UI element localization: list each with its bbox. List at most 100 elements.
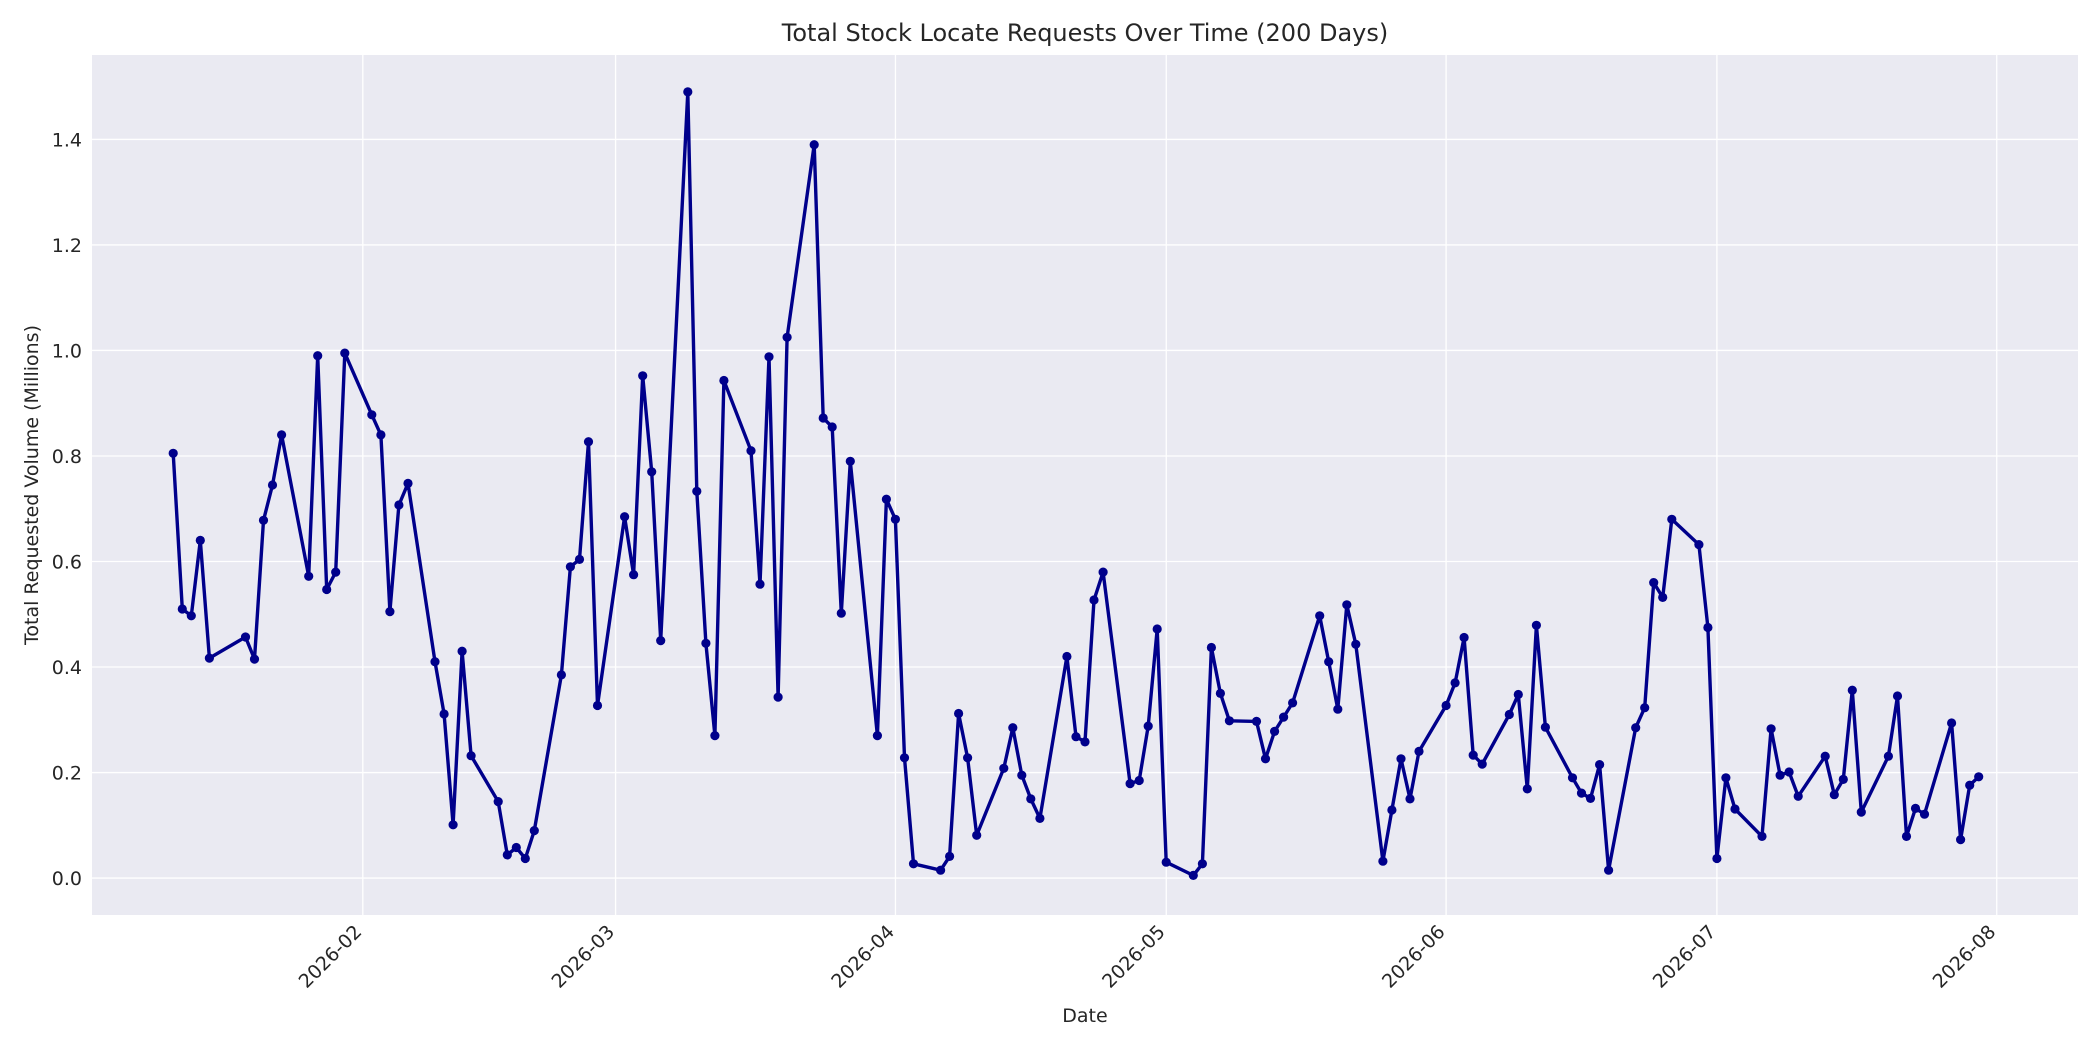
x-tick-label: 2026-08 [1929,921,2001,993]
data-point [1595,760,1605,770]
data-point [1260,754,1271,764]
data-point [1910,803,1921,814]
data-point [1712,853,1722,864]
data-point [899,753,910,763]
data-point [881,494,892,504]
data-point [1324,657,1334,667]
data-point [529,826,539,836]
data-point [1188,870,1198,881]
data-point [1134,775,1144,786]
y-tick-label: 0.4 [52,657,82,679]
data-point [1062,651,1072,662]
data-point [520,853,530,864]
data-point [1974,772,1984,782]
data-point [1459,632,1469,643]
data-point [556,670,567,680]
data-point [1757,831,1767,842]
data-point [1224,716,1234,726]
data-point [845,456,855,466]
data-point [764,352,774,362]
data-point [945,851,955,862]
data-point [1631,723,1641,733]
data-point [1351,639,1361,649]
data-point [376,430,386,440]
y-tick-label: 1.0 [52,340,82,362]
data-point [403,478,413,488]
x-axis-label: Date [1062,1005,1107,1027]
data-point [1288,698,1298,708]
y-tick-label: 1.2 [52,235,82,257]
data-point [1766,724,1776,734]
data-point [367,410,377,420]
data-point [1513,689,1523,700]
data-point [1405,794,1415,804]
data-point [340,348,350,358]
data-point [1956,835,1966,845]
data-point [1396,754,1406,764]
data-point [1197,859,1207,869]
data-point [493,797,503,807]
data-point [1215,688,1225,699]
data-point [1721,773,1731,783]
series-line [171,90,1980,878]
x-tick-label: 2026-03 [547,921,619,993]
data-point [1829,790,1839,800]
data-point [809,140,819,150]
data-point [890,514,901,524]
data-point [782,332,792,342]
data-point [313,351,323,361]
data-point [656,636,666,646]
data-point [1540,722,1550,732]
data-point [1089,595,1099,605]
data-point [908,859,919,869]
data-point [773,692,783,702]
data-point [836,608,846,618]
x-tick-label: 2026-06 [1378,921,1450,993]
data-point [240,632,251,642]
data-point [1883,751,1893,761]
data-point [267,480,278,490]
data-point [1576,788,1587,798]
chart-title: Total Stock Locate Requests Over Time (2… [781,19,1388,47]
data-point [647,467,657,477]
y-tick-label: 1.4 [52,129,82,151]
data-point [1387,805,1397,815]
data-point [249,654,260,664]
data-point [1919,809,1930,819]
data-point [954,708,964,719]
data-point [683,87,693,97]
data-point [1965,780,1975,790]
data-point [168,448,178,458]
x-tick-label: 2026-07 [1649,921,1721,993]
data-point [258,515,269,525]
y-tick-label: 0.8 [52,446,82,468]
data-point [457,646,467,656]
data-point [701,638,711,648]
data-point [1892,691,1903,701]
data-point [1649,578,1659,588]
data-point [186,611,196,621]
data-point [1125,779,1135,789]
data-point [1450,678,1460,688]
x-tick-label: 2026-05 [1098,921,1170,993]
data-point [1333,704,1343,714]
x-tick-label: 2026-02 [295,921,367,993]
data-point [511,842,521,853]
grid [92,55,2078,915]
data-point [439,709,449,719]
data-point [936,865,946,875]
data-point [1784,767,1794,777]
data-point [385,607,395,617]
data-point [1026,794,1036,804]
data-point [710,731,720,741]
data-point [818,413,828,423]
data-point [1378,856,1388,866]
data-point [1775,770,1785,780]
data-point [1585,793,1596,804]
data-point [1152,624,1162,634]
data-point [1793,791,1803,801]
data-point [448,820,458,830]
data-point [746,446,756,456]
data-point [1838,774,1848,785]
